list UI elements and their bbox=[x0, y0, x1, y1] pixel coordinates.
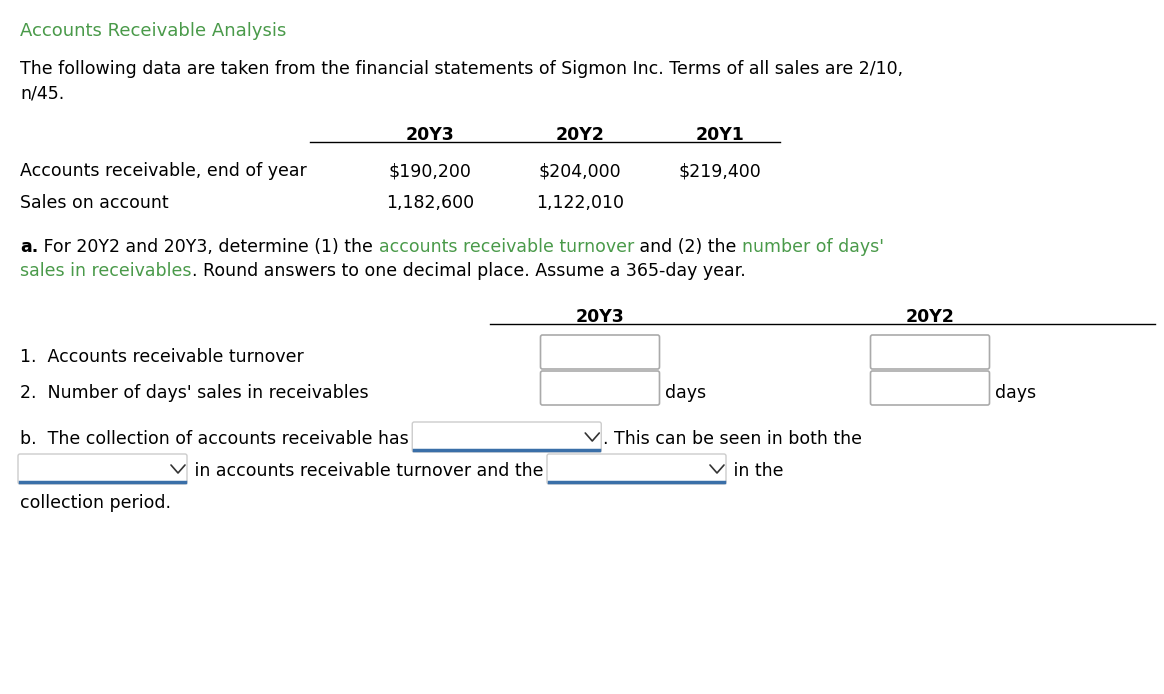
Text: 1.  Accounts receivable turnover: 1. Accounts receivable turnover bbox=[20, 348, 304, 366]
Text: 20Y1: 20Y1 bbox=[696, 126, 745, 144]
Text: Accounts Receivable Analysis: Accounts Receivable Analysis bbox=[20, 22, 286, 40]
Text: The following data are taken from the financial statements of Sigmon Inc. Terms : The following data are taken from the fi… bbox=[20, 60, 903, 78]
Text: $219,400: $219,400 bbox=[679, 162, 761, 180]
Text: days: days bbox=[666, 384, 707, 402]
Text: in accounts receivable turnover and the: in accounts receivable turnover and the bbox=[189, 462, 549, 480]
Text: 20Y3: 20Y3 bbox=[576, 308, 624, 326]
FancyBboxPatch shape bbox=[17, 454, 187, 484]
Text: . Round answers to one decimal place. Assume a 365-day year.: . Round answers to one decimal place. As… bbox=[192, 262, 745, 280]
Text: 20Y2: 20Y2 bbox=[555, 126, 604, 144]
Text: $204,000: $204,000 bbox=[539, 162, 622, 180]
Text: Sales on account: Sales on account bbox=[20, 194, 169, 212]
Text: sales in receivables: sales in receivables bbox=[20, 262, 192, 280]
Text: Accounts receivable, end of year: Accounts receivable, end of year bbox=[20, 162, 307, 180]
Text: n/45.: n/45. bbox=[20, 84, 64, 102]
Text: days: days bbox=[995, 384, 1037, 402]
FancyBboxPatch shape bbox=[871, 371, 989, 405]
FancyBboxPatch shape bbox=[412, 422, 602, 452]
Text: 20Y3: 20Y3 bbox=[405, 126, 454, 144]
Text: 20Y2: 20Y2 bbox=[906, 308, 954, 326]
Text: 1,122,010: 1,122,010 bbox=[535, 194, 624, 212]
Text: 2.  Number of days' sales in receivables: 2. Number of days' sales in receivables bbox=[20, 384, 369, 402]
Text: number of days': number of days' bbox=[741, 238, 883, 256]
Text: and (2) the: and (2) the bbox=[634, 238, 741, 256]
FancyBboxPatch shape bbox=[540, 371, 660, 405]
Text: $190,200: $190,200 bbox=[389, 162, 471, 180]
FancyBboxPatch shape bbox=[547, 454, 726, 484]
Text: a.: a. bbox=[20, 238, 38, 256]
FancyBboxPatch shape bbox=[871, 335, 989, 369]
Text: in the: in the bbox=[728, 462, 783, 480]
Text: . This can be seen in both the: . This can be seen in both the bbox=[603, 430, 863, 448]
FancyBboxPatch shape bbox=[540, 335, 660, 369]
Text: For 20Y2 and 20Y3, determine (1) the: For 20Y2 and 20Y3, determine (1) the bbox=[38, 238, 378, 256]
Text: accounts receivable turnover: accounts receivable turnover bbox=[378, 238, 634, 256]
Text: b.  The collection of accounts receivable has: b. The collection of accounts receivable… bbox=[20, 430, 414, 448]
Text: 1,182,600: 1,182,600 bbox=[386, 194, 474, 212]
Text: collection period.: collection period. bbox=[20, 494, 171, 512]
